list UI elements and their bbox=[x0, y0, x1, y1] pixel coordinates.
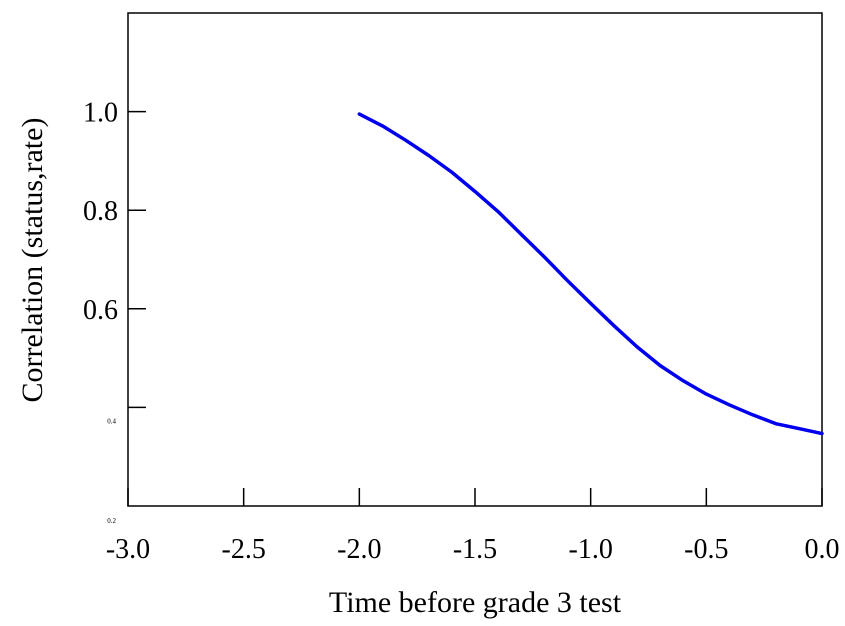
series-line bbox=[357, 112, 824, 436]
x-tick-label: -1.5 bbox=[453, 534, 497, 565]
x-tick-label: -2.0 bbox=[337, 534, 381, 565]
series-layer bbox=[357, 112, 824, 436]
y-corner-label: 0.2 bbox=[107, 517, 116, 525]
y-tick-label: 0.4 bbox=[107, 417, 116, 425]
y-axis-ticks: 0.4 0.6 0.8 1.0 bbox=[83, 98, 146, 425]
y-tick-label: 1.0 bbox=[83, 98, 118, 129]
y-axis-title: Correlation (status,rate) bbox=[16, 118, 49, 403]
y-tick-label: 0.6 bbox=[83, 295, 118, 326]
x-tick-label: 0.0 bbox=[805, 534, 840, 565]
y-tick-label: 0.8 bbox=[83, 196, 118, 227]
x-axis-ticks: -3.0 -2.5 -2.0 -1.5 -1.0 -0.5 0.0 bbox=[106, 488, 840, 565]
x-tick-label: -0.5 bbox=[684, 534, 728, 565]
x-axis-title: Time before grade 3 test bbox=[329, 586, 622, 619]
x-tick-label: -1.0 bbox=[569, 534, 613, 565]
plot-frame bbox=[127, 12, 823, 507]
x-tick-label: -2.5 bbox=[222, 534, 266, 565]
x-tick-label: -3.0 bbox=[106, 534, 150, 565]
